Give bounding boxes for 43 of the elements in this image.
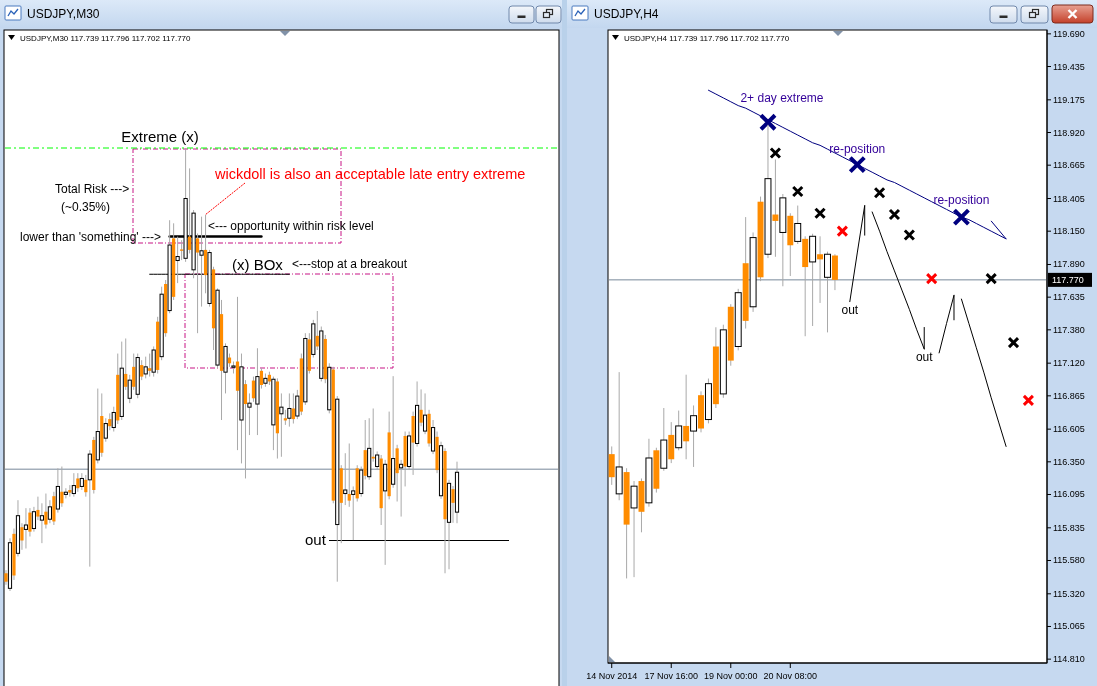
y-tick-label: 117.890 [1053, 259, 1085, 270]
y-tick-label: 119.690 [1053, 28, 1085, 39]
x-tick-label: 14 Nov 2014 [586, 671, 638, 681]
annotation: out [841, 302, 859, 317]
y-tick-label: 115.580 [1053, 555, 1085, 566]
y-tick-label: 116.095 [1053, 489, 1085, 500]
annotation: lower than 'something' ---> [20, 230, 161, 244]
annotation: re-position [933, 193, 990, 208]
y-tick-label: 116.350 [1053, 456, 1085, 467]
annotation: out [915, 350, 934, 365]
y-tick-label: 118.150 [1053, 226, 1085, 237]
y-tick-label: 118.665 [1053, 160, 1085, 171]
y-tick-label: 118.920 [1053, 127, 1085, 138]
y-tick-label: 114.810 [1053, 654, 1085, 665]
ref-line-label: 117.770 [1052, 274, 1084, 285]
annotation: (~0.35%) [61, 200, 111, 214]
y-tick-label: 117.380 [1053, 324, 1085, 335]
chart-subtitle: USDJPY,M30 117.739 117.796 117.702 117.770 [20, 33, 192, 43]
y-tick-label: 115.320 [1053, 588, 1085, 599]
annotation: <---stop at a breakout [292, 257, 408, 271]
annotation: 2+ day extreme [740, 91, 824, 106]
annotation: <--- opportunity within risk level [208, 219, 374, 233]
x-tick-label: 17 Nov 16:00 [644, 671, 699, 681]
ref-line-label: Extreme (x) [121, 127, 199, 145]
annotation: Total Risk ---> [55, 182, 130, 196]
annotation: (x) BOx [232, 255, 284, 273]
chart-title: USDJPY,M30 [27, 7, 100, 21]
y-tick-label: 118.405 [1053, 193, 1085, 204]
chart-title: USDJPY,H4 [594, 7, 659, 21]
y-tick-label: 116.605 [1053, 424, 1085, 435]
x-tick-label: 19 Nov 00:00 [704, 671, 758, 681]
y-tick-label: 119.435 [1053, 61, 1085, 72]
annotation: out [305, 531, 327, 548]
chart-subtitle: USDJPY,H4 117.739 117.796 117.702 117.770 [624, 33, 790, 43]
annotation: wickdoll is also an acceptable late entry extreme [214, 166, 526, 182]
y-tick-label: 116.865 [1053, 390, 1085, 401]
y-tick-label: 115.065 [1053, 621, 1085, 632]
y-tick-label: 117.120 [1053, 358, 1085, 369]
x-tick-label: 20 Nov 08:00 [763, 671, 818, 681]
y-tick-label: 115.835 [1053, 522, 1085, 533]
annotation: re-position [829, 141, 886, 156]
y-tick-label: 119.175 [1053, 94, 1085, 105]
y-tick-label: 117.635 [1053, 292, 1085, 303]
